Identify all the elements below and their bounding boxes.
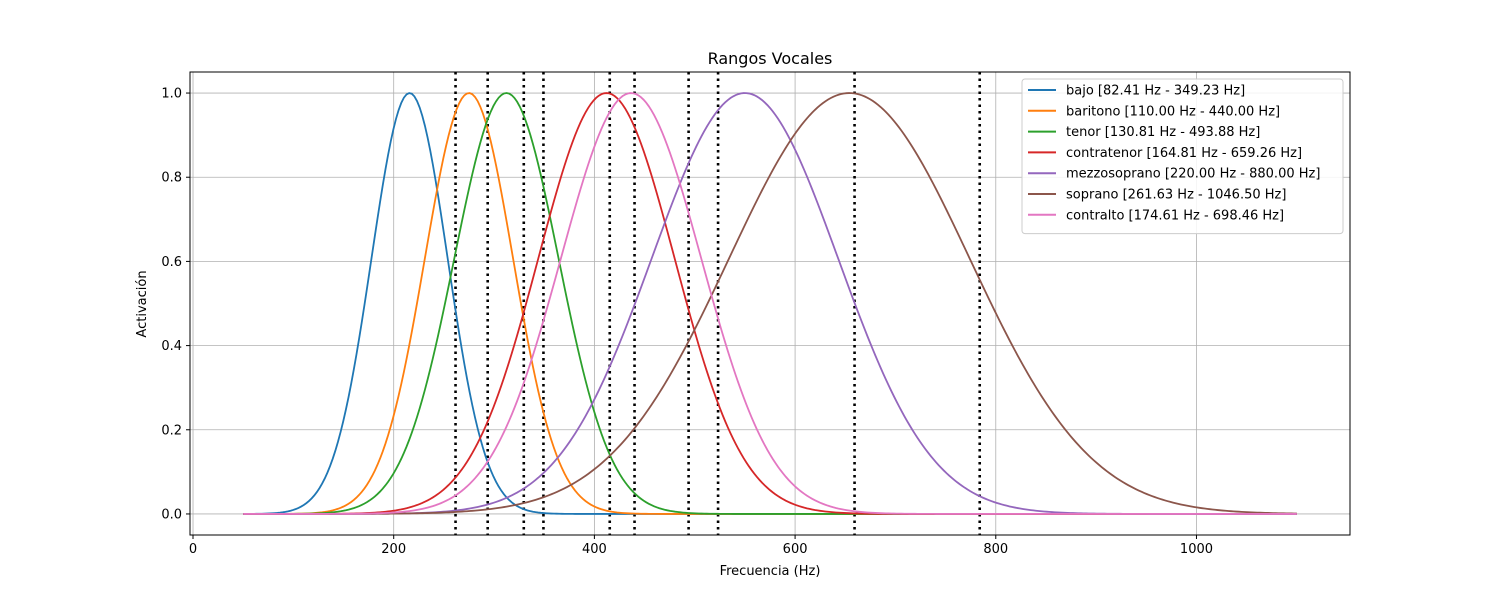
series-lines (243, 92, 1297, 515)
series-line (243, 92, 1297, 515)
legend-entry: tenor [130.81 Hz - 493.88 Hz] (1066, 125, 1260, 140)
legend: bajo [82.41 Hz - 349.23 Hz] baritono [110… (1021, 78, 1344, 235)
legend-entry: contratenor [164.81 Hz - 659.26 Hz] (1066, 146, 1302, 161)
y-tick-label: 0.8 (161, 171, 182, 186)
y-tick-label: 0.6 (161, 255, 182, 270)
legend-box (1021, 78, 1344, 235)
legend-entry: soprano [261.63 Hz - 1046.50 Hz] (1066, 188, 1286, 203)
x-tick-label: 600 (783, 542, 808, 557)
legend-entry: contralto [174.61 Hz - 698.46 Hz] (1066, 208, 1284, 223)
y-tick-label: 0.4 (161, 339, 182, 354)
x-tick-label: 1000 (1180, 542, 1213, 557)
ticks: 0 200 400 600 800 1000 0.0 0.2 0.4 0.6 0.8 1.0 (161, 87, 1213, 557)
x-tick-label: 400 (582, 542, 607, 557)
x-axis-label: Frecuencia (Hz) (720, 564, 821, 579)
series-line (243, 92, 1297, 515)
reference-lines (454, 72, 982, 535)
legend-entry: baritono [110.00 Hz - 440.00 Hz] (1066, 104, 1280, 119)
y-tick-label: 0.2 (161, 423, 182, 438)
plot-frame (189, 71, 1351, 536)
x-tick-label: 0 (189, 542, 197, 557)
y-tick-label: 0.0 (161, 507, 182, 522)
y-tick-label: 1.0 (161, 87, 182, 102)
x-tick-label: 200 (381, 542, 406, 557)
x-tick-label: 800 (983, 542, 1008, 557)
y-axis-label: Activación (135, 270, 150, 337)
legend-entry: bajo [82.41 Hz - 349.23 Hz] (1066, 84, 1245, 99)
chart-title: Rangos Vocales (708, 49, 833, 68)
legend-entry: mezzosoprano [220.00 Hz - 880.00 Hz] (1066, 167, 1320, 182)
